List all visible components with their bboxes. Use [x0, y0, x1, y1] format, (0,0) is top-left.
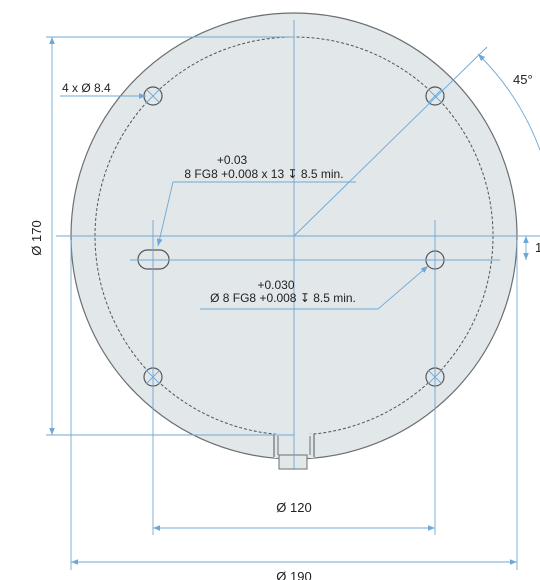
- dim-120-label: Ø 120: [276, 500, 311, 515]
- angle-45: [293, 46, 540, 237]
- offset-dim-label: 1: [535, 240, 540, 255]
- locating-slot: [137, 249, 170, 270]
- hole-note-leader: [200, 265, 429, 310]
- hole-pattern-label: 4 x Ø 8.4: [62, 81, 111, 95]
- dim-170: [46, 36, 294, 436]
- centerlines: [56, 20, 540, 470]
- hole-spec: Ø 8 FG8 +0.008 ↧ 8.5 min.: [210, 291, 356, 305]
- slot-spec: 8 FG8 +0.008 x 13 ↧ 8.5 min.: [184, 167, 343, 181]
- angle-45-label: 45°: [513, 72, 533, 87]
- dim-170-label: Ø 170: [29, 220, 44, 255]
- hole-tolerance: +0.030: [257, 278, 294, 292]
- slot-tolerance: +0.03: [217, 153, 248, 167]
- dim-190-label: Ø 190: [276, 569, 311, 580]
- slot-note-leader: [156, 181, 356, 247]
- pin-axis: [70, 220, 518, 570]
